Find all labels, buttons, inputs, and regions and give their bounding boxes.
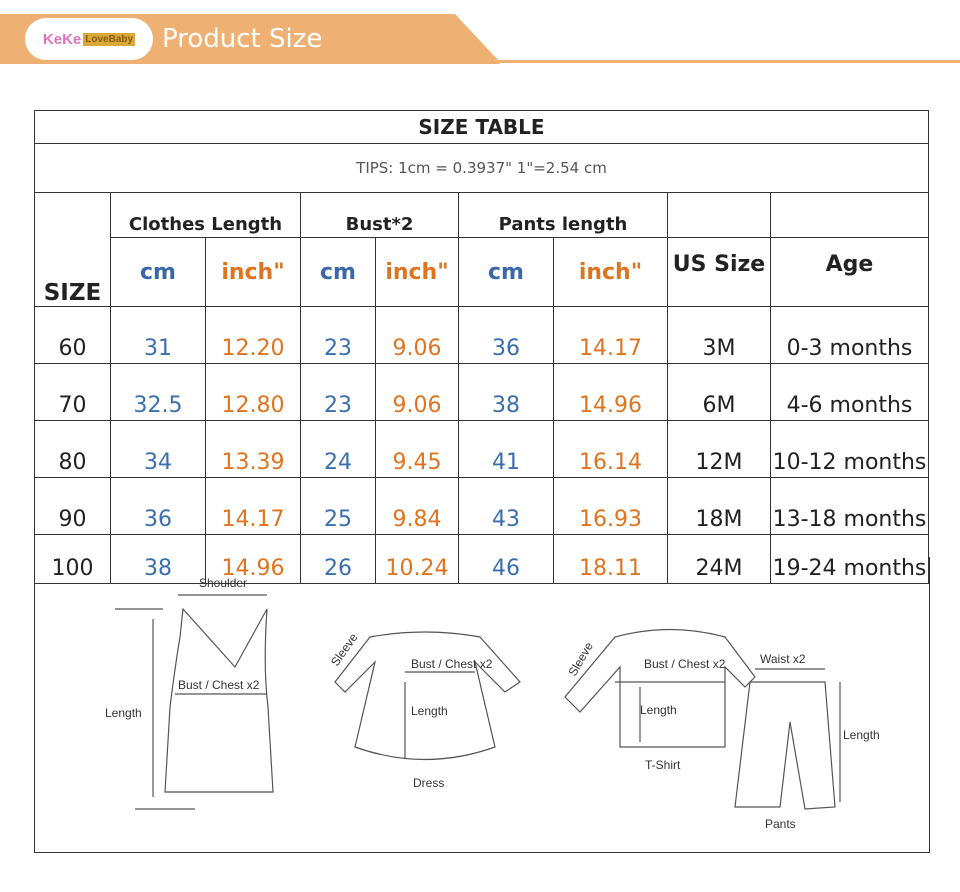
table-row: 100 38 14.96 26 10.24 46 18.11 24M 19-24 months <box>34 534 929 584</box>
unit-inch: inch" <box>375 237 459 307</box>
label-length: Length <box>105 706 142 720</box>
table-row: 90 36 14.17 25 9.84 43 16.93 18M 13-18 months <box>34 477 929 535</box>
measurement-diagram: Shoulder Bust / Chest x2 Length Sleeve B… <box>34 557 930 853</box>
banner-line <box>0 60 960 63</box>
table-cell: 14.96 <box>553 363 668 421</box>
garment-illustrations: Shoulder Bust / Chest x2 Length Sleeve B… <box>105 576 880 831</box>
table-cell: 24M <box>667 534 771 584</box>
table-row: 60 31 12.20 23 9.06 36 14.17 3M 0-3 months <box>34 306 929 364</box>
table-cell: 13-18 months <box>770 477 929 535</box>
table-cell: 0-3 months <box>770 306 929 364</box>
table-cell: 26 <box>300 534 376 584</box>
blank <box>34 192 111 238</box>
table-cell: 32.5 <box>110 363 206 421</box>
table-cell: 34 <box>110 420 206 478</box>
table-cell: 9.06 <box>375 306 459 364</box>
table-cell: 70 <box>34 363 111 421</box>
size-table: SIZE TABLE TIPS: 1cm = 0.3937" 1"=2.54 c… <box>34 110 929 584</box>
table-cell: 9.06 <box>375 363 459 421</box>
table-cell: 31 <box>110 306 206 364</box>
logo-text: KeKe <box>42 30 82 48</box>
table-cell: 4-6 months <box>770 363 929 421</box>
table-cell: 18.11 <box>553 534 668 584</box>
table-row: 70 32.5 12.80 23 9.06 38 14.96 6M 4-6 months <box>34 363 929 421</box>
vest-outline <box>164 607 274 793</box>
pants-outline <box>734 681 836 810</box>
label-bust: Bust / Chest x2 <box>178 678 260 692</box>
size-header: SIZE <box>34 237 111 307</box>
table-cell: 43 <box>458 477 554 535</box>
table-cell: 38 <box>110 534 206 584</box>
label-length: Length <box>640 703 677 717</box>
tshirt-outline <box>564 628 756 748</box>
label-length: Length <box>411 704 448 718</box>
table-cell: 19-24 months <box>770 534 929 584</box>
table-cell: 3M <box>667 306 771 364</box>
unit-cm: cm <box>300 237 376 307</box>
table-cell: 9.45 <box>375 420 459 478</box>
table-cell: 16.14 <box>553 420 668 478</box>
table-cell: 14.96 <box>205 534 301 584</box>
table-title: SIZE TABLE <box>34 110 929 144</box>
table-cell: 12.80 <box>205 363 301 421</box>
table-cell: 14.17 <box>553 306 668 364</box>
banner-title: Product Size <box>162 24 323 54</box>
label-bust: Bust / Chest x2 <box>411 657 493 671</box>
table-cell: 23 <box>300 306 376 364</box>
logo-text-b: LoveBaby <box>83 32 136 46</box>
blank <box>770 192 929 238</box>
table-cell: 100 <box>34 534 111 584</box>
blank <box>667 192 771 238</box>
label-length: Length <box>843 728 880 742</box>
us-size-header: US Size <box>667 237 771 307</box>
table-cell: 16.93 <box>553 477 668 535</box>
table-cell: 10-12 months <box>770 420 929 478</box>
table-cell: 60 <box>34 306 111 364</box>
table-cell: 13.39 <box>205 420 301 478</box>
label-dress: Dress <box>413 776 444 790</box>
label-sleeve: Sleeve <box>328 630 361 668</box>
table-cell: 18M <box>667 477 771 535</box>
unit-inch: inch" <box>553 237 668 307</box>
dress-outline <box>334 631 521 761</box>
tips: TIPS: 1cm = 0.3937" 1"=2.54 cm <box>34 143 929 193</box>
brand-logo: KeKe LoveBaby <box>25 18 153 60</box>
unit-cm: cm <box>458 237 554 307</box>
label-sleeve: Sleeve <box>565 639 596 678</box>
label-waist: Waist x2 <box>760 652 806 666</box>
table-cell: 25 <box>300 477 376 535</box>
table-cell: 41 <box>458 420 554 478</box>
unit-cm: cm <box>110 237 206 307</box>
table-cell: 36 <box>458 306 554 364</box>
label-tshirt: T-Shirt <box>645 758 681 772</box>
age-header: Age <box>770 237 929 307</box>
table-cell: 36 <box>110 477 206 535</box>
group-bust: Bust*2 <box>300 192 459 238</box>
table-cell: 46 <box>458 534 554 584</box>
table-cell: 38 <box>458 363 554 421</box>
table-cell: 23 <box>300 363 376 421</box>
label-bust: Bust / Chest x2 <box>644 657 726 671</box>
table-cell: 10.24 <box>375 534 459 584</box>
table-cell: 90 <box>34 477 111 535</box>
group-pants-length: Pants length <box>458 192 668 238</box>
group-clothes-length: Clothes Length <box>110 192 301 238</box>
table-cell: 9.84 <box>375 477 459 535</box>
table-cell: 24 <box>300 420 376 478</box>
table-cell: 12M <box>667 420 771 478</box>
unit-inch: inch" <box>205 237 301 307</box>
table-cell: 80 <box>34 420 111 478</box>
label-pants: Pants <box>765 817 796 831</box>
table-row: 80 34 13.39 24 9.45 41 16.14 12M 10-12 months <box>34 420 929 478</box>
label-shoulder: Shoulder <box>199 576 247 590</box>
table-cell: 14.17 <box>205 477 301 535</box>
table-cell: 6M <box>667 363 771 421</box>
table-cell: 12.20 <box>205 306 301 364</box>
